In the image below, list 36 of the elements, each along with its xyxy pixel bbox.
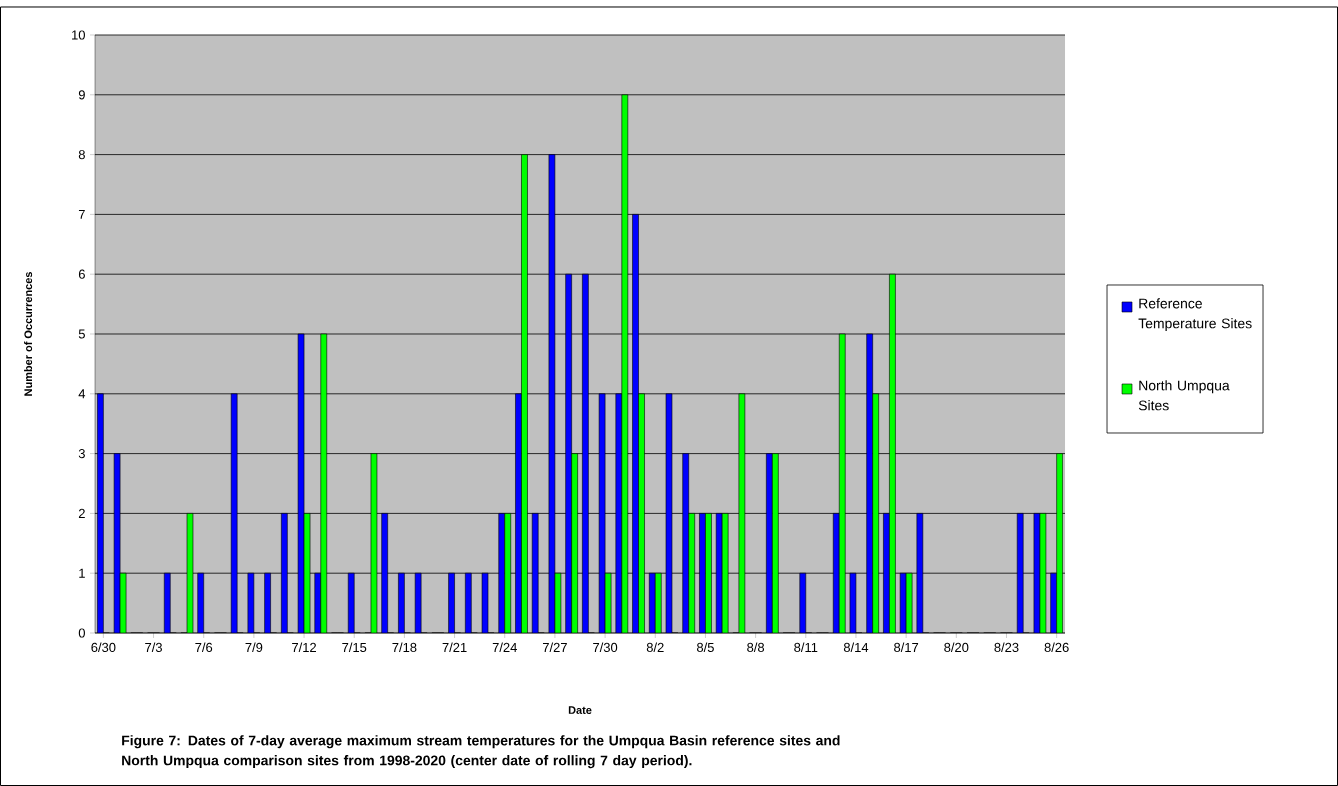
x-tick-label: 7/18 — [392, 642, 417, 653]
y-tick-label: 2 — [78, 508, 85, 518]
x-axis-title: Date — [568, 706, 592, 714]
x-tick-label: 7/15 — [342, 642, 367, 653]
x-tick-label: 7/9 — [245, 642, 263, 653]
x-tick-label: 8/23 — [994, 642, 1019, 653]
x-tick-label: 8/2 — [646, 642, 664, 653]
y-axis-title: Number of Occurrences — [24, 272, 33, 396]
y-tick-label: 7 — [78, 209, 85, 219]
x-tick-label: 8/14 — [843, 642, 869, 653]
x-tick-label: 6/30 — [91, 642, 116, 653]
x-tick-label: 8/20 — [944, 642, 969, 653]
x-tick-label: 7/12 — [292, 642, 316, 653]
x-tick-label: 7/3 — [145, 642, 162, 653]
y-tick-label: 1 — [79, 568, 85, 578]
x-tick-label: 8/17 — [894, 642, 919, 653]
y-tick-label: 3 — [78, 449, 85, 459]
y-tick-label: 6 — [78, 269, 85, 279]
legend-label: Reference Temperature Sites — [1138, 298, 1252, 332]
y-tick-label: 9 — [78, 90, 85, 100]
y-tick-label: 0 — [78, 628, 85, 638]
x-tick-label: 8/5 — [697, 642, 714, 653]
x-tick-label: 8/8 — [747, 642, 765, 653]
y-tick-label: 4 — [78, 389, 86, 399]
legend-label: North Umpqua Sites — [1138, 380, 1230, 411]
y-tick-label: 5 — [78, 329, 85, 339]
x-tick-label: 8/26 — [1044, 642, 1069, 653]
x-tick-label: 8/11 — [794, 642, 818, 653]
x-tick-label: 7/27 — [542, 642, 567, 653]
y-tick-label: 8 — [78, 150, 85, 160]
x-tick-label: 7/30 — [593, 642, 618, 653]
x-tick-label: 7/21 — [442, 642, 467, 653]
x-tick-label: 7/24 — [492, 642, 517, 653]
x-tick-label: 7/6 — [195, 642, 213, 653]
y-tick-label: 10 — [72, 30, 85, 40]
caption: Figure 7: Dates of 7-day average maximum stream temperatures for the Umpqua Basin reference sites and North Umpqua comparison sites from 1998-2020 (center date of rolling 7 day period). — [122, 735, 840, 769]
